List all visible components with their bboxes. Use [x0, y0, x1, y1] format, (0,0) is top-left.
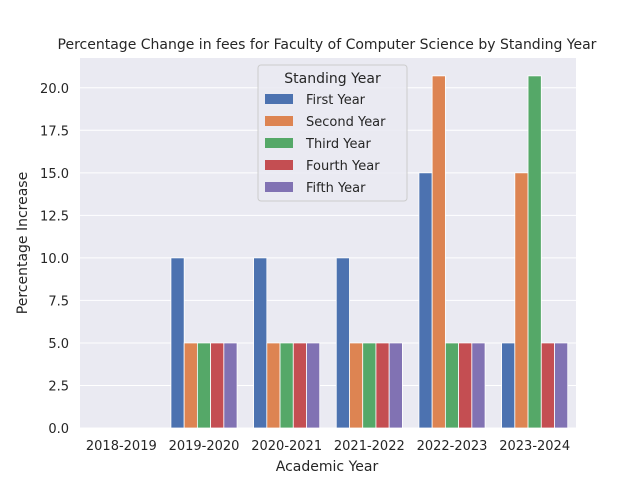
bars: [170, 75, 569, 429]
legend-swatch: [265, 116, 293, 126]
bar-third-year: [362, 342, 377, 429]
y-tick-label: 5.0: [48, 337, 69, 352]
y-tick-label: 17.5: [40, 124, 69, 139]
bar-third-year: [279, 342, 294, 429]
bar-fifth-year: [306, 342, 321, 429]
x-axis-label: Academic Year: [276, 459, 379, 475]
y-tick-label: 10.0: [40, 252, 69, 267]
bar-first-year: [501, 342, 516, 429]
legend-label: First Year: [306, 93, 366, 108]
bar-third-year: [444, 342, 460, 429]
bar-second-year: [349, 342, 364, 429]
bar-fifth-year: [388, 342, 403, 429]
legend-label: Second Year: [306, 115, 386, 130]
legend: Standing Year First Year Second Year Third …: [257, 64, 408, 202]
y-tick-label: 2.5: [48, 379, 69, 394]
legend-swatch: [265, 94, 293, 104]
bar-third-year: [196, 342, 212, 429]
y-tick-label: 20.0: [40, 82, 69, 97]
y-tick-label: 12.5: [40, 209, 69, 224]
legend-label: Third Year: [305, 137, 371, 152]
y-axis-ticks: 0.0 2.5 5.0 7.5 10.0 12.5 15.0 17.5 20.0: [40, 82, 69, 437]
x-tick-label: 2021-2022: [334, 439, 405, 454]
bar-third-year: [527, 75, 542, 429]
bar-second-year: [514, 172, 529, 429]
y-axis-label: Percentage Increase: [15, 172, 31, 314]
bar-fourth-year: [458, 342, 473, 429]
bar-fifth-year: [554, 342, 569, 429]
bar-second-year: [266, 342, 281, 429]
bar-first-year: [335, 257, 350, 429]
x-tick-label: 2022-2023: [417, 439, 488, 454]
x-tick-label: 2020-2021: [251, 439, 322, 454]
bar-fifth-year: [223, 342, 238, 429]
legend-swatch: [265, 182, 293, 192]
legend-swatch: [265, 138, 293, 148]
x-tick-label: 2018-2019: [86, 439, 157, 454]
bar-fourth-year: [210, 342, 225, 429]
legend-box: [257, 64, 408, 202]
x-tick-label: 2019-2020: [169, 439, 240, 454]
chart-title: Percentage Change in fees for Faculty of…: [58, 37, 597, 53]
bar-second-year: [183, 342, 198, 429]
bar-first-year: [253, 257, 268, 429]
y-tick-label: 7.5: [48, 294, 69, 309]
x-axis-ticks: 2018-2019 2019-2020 2020-2021 2021-2022 2022…: [86, 439, 570, 454]
bar-first-year: [170, 257, 185, 429]
legend-title: Standing Year: [284, 71, 381, 87]
legend-label: Fifth Year: [306, 181, 366, 196]
bar-second-year: [431, 75, 446, 429]
y-tick-label: 15.0: [40, 167, 69, 182]
bar-fifth-year: [471, 342, 486, 429]
bar-first-year: [418, 172, 433, 429]
bar-fourth-year: [292, 342, 307, 429]
y-tick-label: 0.0: [48, 422, 69, 437]
x-tick-label: 2023-2024: [499, 439, 570, 454]
bar-fourth-year: [540, 342, 555, 429]
bar-fourth-year: [375, 342, 390, 429]
gridlines: [80, 87, 576, 429]
legend-label: Fourth Year: [306, 159, 380, 174]
legend-swatch: [265, 160, 293, 170]
